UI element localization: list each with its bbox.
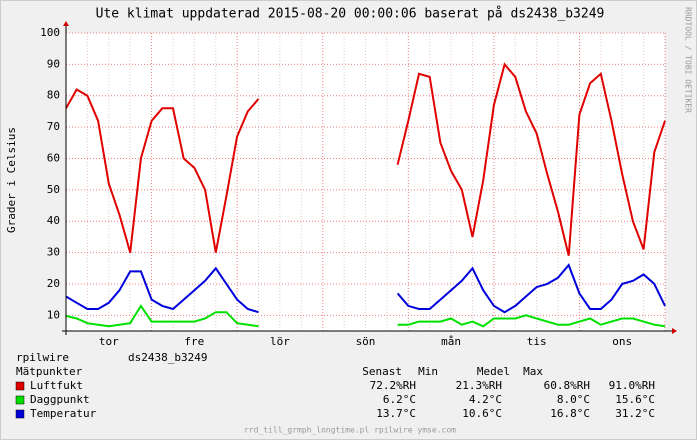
series-line — [65, 263, 666, 314]
y-tick-label: 80 — [47, 89, 60, 102]
legend-stat: 4.2°C — [469, 393, 502, 406]
y-tick-label: 100 — [40, 26, 60, 39]
footer: rrd_till_grmph_longtime.pl rpilwire ymse… — [244, 426, 456, 435]
legend-stat: 8.0°C — [557, 393, 590, 406]
legend-header: Medel — [477, 365, 510, 378]
sensor: ds2438_b3249 — [128, 351, 207, 364]
y-tick-label: 90 — [47, 57, 60, 70]
y-arrow — [63, 21, 69, 26]
y-tick-label: 70 — [47, 120, 60, 133]
legend-header: Max — [523, 365, 543, 378]
legend-header: Mätpunkter — [16, 365, 83, 378]
chart-title: Ute klimat uppdaterad 2015-08-20 00:00:0… — [96, 7, 605, 22]
x-tick-label: sön — [356, 335, 376, 348]
legend-swatch — [15, 395, 25, 405]
legend-label: Luftfukt — [30, 379, 83, 392]
series-line — [65, 304, 666, 328]
legend-label: Daggpunkt — [30, 393, 90, 406]
legend-stat: 15.6°C — [615, 393, 655, 406]
y-tick-label: 20 — [47, 277, 60, 290]
legend-stat: 21.3%RH — [456, 379, 502, 392]
y-tick-label: 30 — [47, 246, 60, 259]
x-tick-label: tis — [527, 335, 547, 348]
legend-stat: 72.2%RH — [370, 379, 416, 392]
legend-stat: 16.8°C — [550, 407, 590, 420]
x-arrow — [672, 328, 677, 334]
watermark: RRDTOOL / TOBI OETIKER — [684, 7, 693, 113]
y-tick-label: 10 — [47, 308, 60, 321]
lines — [65, 62, 666, 328]
legend-stat: 10.6°C — [462, 407, 502, 420]
grid: 10 20 30 40 50 60 70 80 90 100 tor fre lör sön mån tis o… — [40, 26, 666, 348]
y-tick-label: 60 — [47, 151, 60, 164]
legend-swatch — [15, 381, 25, 391]
legend: Mätpunkter Senast Min Medel Max Luftfukt 72.2%… — [15, 365, 655, 420]
legend-swatch — [15, 409, 25, 419]
axes — [62, 21, 677, 335]
y-axis-label: Grader i Celsius — [5, 127, 18, 233]
y-tick-label: 40 — [47, 214, 60, 227]
x-tick-label: ons — [612, 335, 632, 348]
x-tick-label: fre — [184, 335, 204, 348]
series-line — [65, 62, 666, 256]
x-tick-label: tor — [99, 335, 119, 348]
x-tick-label: mån — [441, 335, 461, 348]
legend-stat: 60.8%RH — [544, 379, 590, 392]
legend-stat: 91.0%RH — [609, 379, 655, 392]
plot-area — [66, 33, 665, 331]
y-tick-label: 50 — [47, 183, 60, 196]
legend-stat: 6.2°C — [383, 393, 416, 406]
legend-label: Temperatur — [30, 407, 97, 420]
legend-stat: 31.2°C — [615, 407, 655, 420]
legend-header: Min — [418, 365, 438, 378]
x-tick-label: lör — [270, 335, 290, 348]
host: rpilwire — [16, 351, 69, 364]
legend-stat: 13.7°C — [376, 407, 416, 420]
legend-header: Senast — [362, 365, 402, 378]
